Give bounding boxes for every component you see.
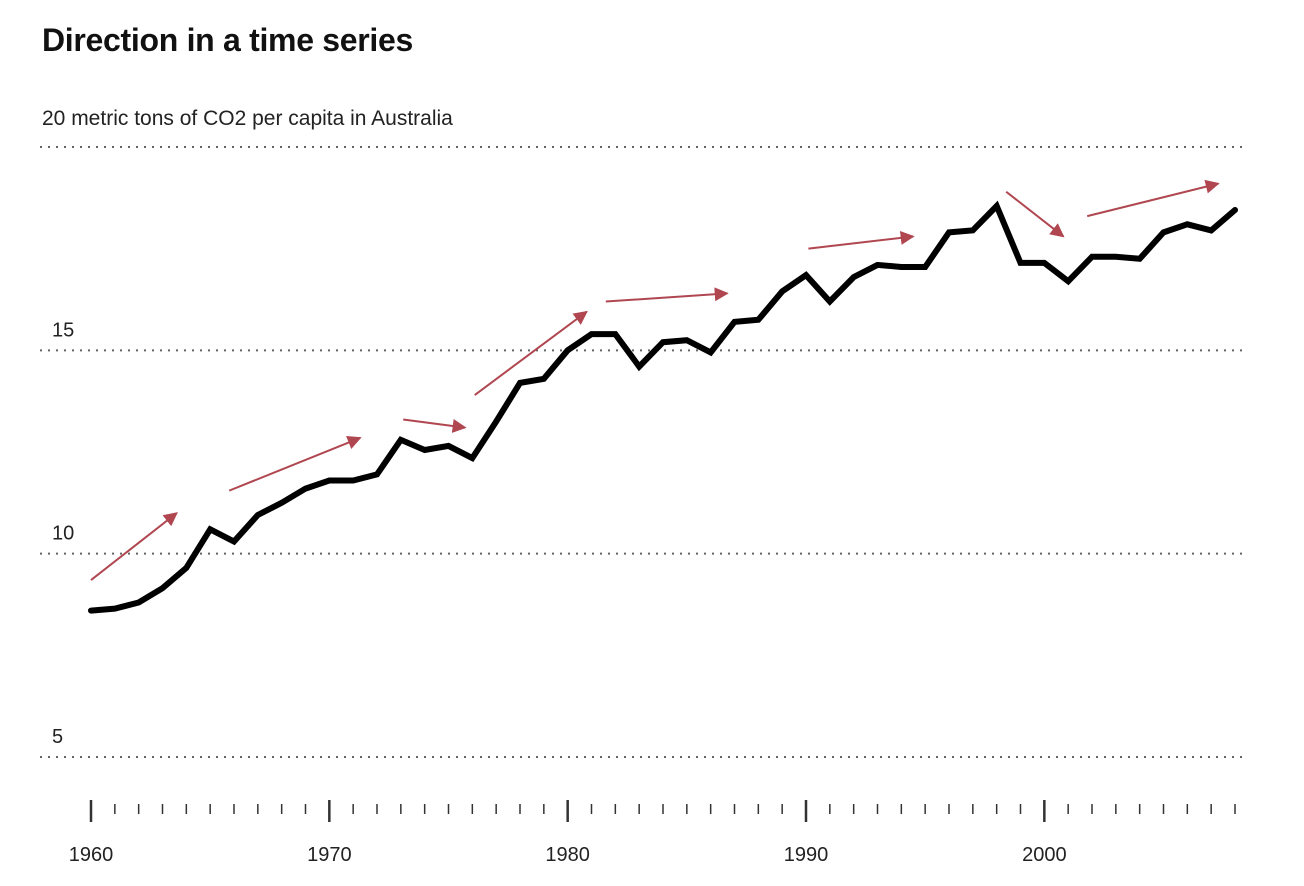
series-group <box>88 200 1238 614</box>
x-tick-label: 1980 <box>545 844 590 866</box>
y-tick-label: 15 <box>52 319 74 341</box>
x-tick-label: 1960 <box>69 844 114 866</box>
trend-arrow <box>1005 190 1065 238</box>
chart-title: Direction in a time series <box>42 22 414 58</box>
series-line <box>88 200 1238 614</box>
trend-arrow <box>808 230 915 250</box>
gridlines <box>40 146 1244 758</box>
trend-arrow <box>403 418 467 433</box>
trend-arrow <box>605 287 729 303</box>
trend-arrow <box>474 310 588 396</box>
trend-arrow <box>90 512 178 581</box>
y-axis-label: 20 metric tons of CO2 per capita in Aust… <box>42 107 453 130</box>
x-tick-label: 1970 <box>307 844 352 866</box>
trend-arrows <box>90 179 1220 581</box>
y-tick-labels: 15 10 5 <box>52 319 74 748</box>
y-tick-label: 5 <box>52 726 63 748</box>
trend-arrow <box>228 435 362 492</box>
y-tick-label: 10 <box>52 523 74 545</box>
x-tick-label: 2000 <box>1022 844 1067 866</box>
x-axis: 1960 1970 1980 1990 2000 <box>69 800 1236 866</box>
trend-arrow <box>1086 179 1220 218</box>
x-tick-label: 1990 <box>784 844 829 866</box>
